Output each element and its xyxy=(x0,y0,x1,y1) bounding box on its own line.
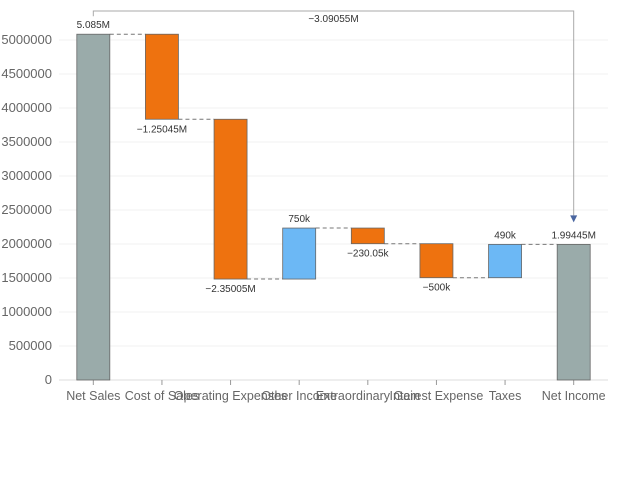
x-tick-label: Cost of Sales xyxy=(125,389,199,403)
y-tick-label: 1000000 xyxy=(1,304,52,319)
bar-net-sales xyxy=(76,33,111,381)
bar-operating-expenses xyxy=(213,118,248,280)
data-label: 750k xyxy=(288,214,311,225)
annotation-layer: −3.09055M xyxy=(92,10,578,223)
axis-layer: 0 500000 1000000 1500000 2000000 2500000 30000… xyxy=(1,32,608,403)
data-label: −2.35005M xyxy=(205,284,255,295)
data-label: −500k xyxy=(423,283,452,294)
data-label: 1.99445M xyxy=(551,230,595,241)
bar-interest-expense xyxy=(419,243,454,279)
y-tick-label: 1500000 xyxy=(1,270,52,285)
difference-bracket xyxy=(92,10,575,216)
x-tick-label: Other Income xyxy=(261,389,337,403)
x-tick-label: Taxes xyxy=(489,389,522,403)
bar-extraordinary-gain xyxy=(350,227,385,245)
x-tick-label: Net Income xyxy=(542,389,606,403)
y-tick-label: 2500000 xyxy=(1,202,52,217)
grid-layer xyxy=(59,39,608,381)
y-tick-label: 3000000 xyxy=(1,168,52,183)
data-label: −1.25045M xyxy=(137,124,187,135)
y-tick-label: 2000000 xyxy=(1,236,52,251)
x-tick-label: Operating Expenses xyxy=(174,389,287,403)
x-tick-label: Net Sales xyxy=(66,389,120,403)
difference-label: −3.09055M xyxy=(308,14,358,25)
bar-net-income xyxy=(556,243,591,381)
bar-other-income xyxy=(282,227,317,280)
y-tick-label: 3500000 xyxy=(1,134,52,149)
x-tick-label: Extraordinary Gain xyxy=(316,389,420,403)
connector-layer xyxy=(109,33,558,280)
arrow-head xyxy=(570,215,578,223)
y-tick-label: 0 xyxy=(45,372,52,387)
bar-layer xyxy=(76,33,591,381)
y-tick-label: 5000000 xyxy=(1,32,52,47)
data-label: 490k xyxy=(494,230,517,241)
data-label: 5.085M xyxy=(77,20,110,31)
bar-taxes xyxy=(488,243,522,279)
y-tick-label: 500000 xyxy=(9,338,52,353)
label-layer: 5.085M −1.25045M −2.35005M 750k −230.05k −500… xyxy=(77,20,596,295)
y-tick-label: 4500000 xyxy=(1,66,52,81)
x-tick-label: Interest Expense xyxy=(390,389,484,403)
y-tick-label: 4000000 xyxy=(1,100,52,115)
bar-cost-of-sales xyxy=(145,33,179,120)
data-label: −230.05k xyxy=(347,249,389,260)
